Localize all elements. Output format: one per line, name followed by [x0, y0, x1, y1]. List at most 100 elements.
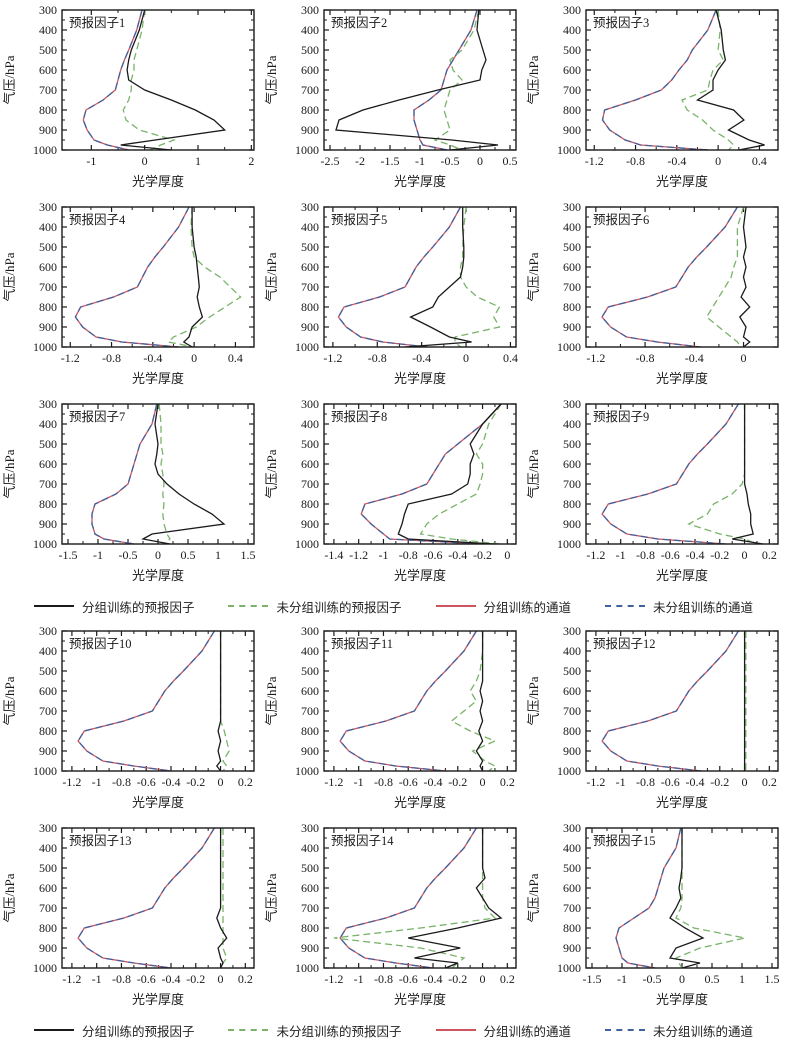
- subplot-cell-11: 300 400 500 600 700 800 900 1000 -1.2 -1 -0.8 -0.6-…: [262, 621, 524, 818]
- series-grouped_channel-line: [615, 827, 682, 969]
- series-ungrouped_predictor-line: [705, 206, 745, 348]
- y-tick-label: 300: [563, 624, 581, 638]
- x-tick-label: -1.2: [349, 548, 368, 562]
- y-tick-label: 800: [301, 497, 319, 511]
- y-tick-label: 900: [39, 517, 57, 531]
- subplot-chart-15: 300 400 500 600 700 800 900 1000-1.5 -1 -0.5 0 0.5 1…: [526, 821, 780, 1007]
- y-tick-label: 600: [563, 457, 581, 471]
- y-tick-label: 1000: [295, 537, 319, 551]
- subplot-cell-3: 300 400 500 600 700 800 900 1000 -1.2 -0.8 -0.4 0 0.…: [524, 0, 787, 197]
- legend-ungrouped_predictor-line-sample: [228, 1029, 269, 1031]
- y-tick-label: 500: [563, 437, 581, 451]
- x-axis-label: 光学厚度: [132, 568, 184, 583]
- axes-frame: [61, 827, 255, 969]
- x-tick-label: -1.2: [324, 972, 343, 986]
- legend-ungrouped_channel-line-sample: [605, 1029, 646, 1031]
- series-ungrouped_channel-line: [601, 403, 739, 545]
- y-tick-label: 300: [301, 821, 319, 835]
- legend-row-1: 分组训练的预报因子 未分组训练的预报因子 分组训练的通道 未分组训练的通道: [0, 591, 787, 621]
- y-tick-label: 600: [563, 260, 581, 274]
- x-tick-label: -0.2: [186, 972, 205, 986]
- x-tick-label: 0.4: [228, 351, 243, 365]
- series-ungrouped_predictor-line: [122, 9, 177, 151]
- x-axis-label: 光学厚度: [394, 174, 446, 189]
- y-tick-label: 300: [563, 821, 581, 835]
- series-ungrouped_channel-line: [339, 827, 477, 969]
- x-tick-label: -0.8: [636, 351, 655, 365]
- x-tick-label: 0: [218, 972, 224, 986]
- legend-grouped_channel-line-sample: [435, 1029, 476, 1031]
- series-ungrouped_channel-line: [74, 206, 190, 348]
- y-tick-label: 700: [39, 477, 57, 491]
- y-tick-label: 700: [39, 83, 57, 97]
- legend-grouped_channel-label: 分组训练的通道: [483, 1024, 572, 1039]
- subplot-chart-3: 300 400 500 600 700 800 900 1000 -1.2 -0.8 -0.4 0 0.…: [526, 3, 779, 189]
- x-tick-label: 0.2: [762, 548, 777, 562]
- x-tick-label: 0.2: [762, 775, 777, 789]
- y-tick-label: 300: [39, 3, 57, 17]
- y-tick-label: 500: [301, 664, 319, 678]
- y-tick-label: 600: [39, 684, 57, 698]
- subplot-title: 预报因子11: [331, 636, 393, 651]
- x-tick-label: 0: [741, 351, 747, 365]
- y-tick-label: 1000: [557, 340, 581, 354]
- x-tick-label: -1: [616, 548, 626, 562]
- y-tick-label: 300: [301, 624, 319, 638]
- y-tick-label: 700: [301, 901, 319, 915]
- subplot-cell-5: 300 400 500 600 700 800 900 1000 -1.2 -0.8 -0.4 0 0.…: [262, 197, 524, 394]
- subplot-cell-10: 300 400 500 600 700 800 900 1000 -1.2 -1 -0.8 -0.6-…: [0, 621, 262, 818]
- series-grouped_predictor-line: [216, 828, 228, 969]
- legend-item-grouped_predictor: 分组训练的预报因子: [33, 597, 194, 616]
- x-tick-label: -1.4: [324, 548, 343, 562]
- x-tick-label: -0.8: [102, 351, 121, 365]
- legend-ungrouped_predictor-label: 未分组训练的预报因子: [276, 600, 402, 615]
- series-grouped_predictor-line: [404, 207, 472, 348]
- y-tick-label: 700: [301, 477, 319, 491]
- y-tick-label: 900: [301, 123, 319, 137]
- y-axis-label: 气压/hPa: [264, 676, 279, 725]
- series-grouped_predictor-line: [182, 207, 204, 348]
- subplot-title: 预报因子5: [331, 212, 387, 227]
- y-tick-label: 1000: [33, 143, 57, 157]
- y-axis-label: 气压/hPa: [526, 55, 541, 104]
- y-tick-label: 900: [39, 123, 57, 137]
- series-ungrouped_predictor-line: [433, 9, 480, 151]
- x-tick-label: -0.8: [374, 972, 393, 986]
- y-tick-label: 500: [39, 437, 57, 451]
- subplot-grid-top: 300 400 500 600 700 800 900 1000 -1 0 1 2 预报因子1 气压/hP…: [2, 0, 787, 583]
- series-grouped_predictor-line: [738, 206, 751, 348]
- series-ungrouped_predictor-line: [675, 828, 746, 969]
- series-ungrouped_channel-line: [91, 403, 158, 545]
- subplot-title: 预报因子13: [69, 833, 132, 848]
- y-tick-label: 300: [39, 397, 57, 411]
- subplot-cell-15: 300 400 500 600 700 800 900 1000 -1.5 -1 -0.5 0 0.5 1…: [524, 818, 787, 1015]
- subplot-cell-12: 300 400 500 600 700 800 900 1000 -1.2 -1 -0.8 -0.6-…: [524, 621, 787, 818]
- y-tick-label: 500: [563, 861, 581, 875]
- series-grouped_channel-line: [601, 403, 739, 545]
- x-tick-label: -0.8: [636, 775, 655, 789]
- y-axis-label: 气压/hPa: [2, 55, 17, 104]
- y-tick-label: 400: [39, 417, 57, 431]
- legend-grouped_channel-line-sample: [435, 605, 476, 607]
- y-tick-label: 400: [39, 220, 57, 234]
- y-tick-label: 900: [563, 320, 581, 334]
- y-tick-label: 1000: [557, 537, 581, 551]
- x-axis-label: 光学厚度: [132, 992, 184, 1007]
- series-ungrouped_channel-line: [337, 206, 462, 348]
- series-ungrouped_predictor-line: [166, 206, 242, 348]
- series-grouped_channel-line: [339, 630, 477, 772]
- x-tick-label: 0: [191, 351, 197, 365]
- x-tick-label: -1.2: [62, 972, 81, 986]
- x-tick-label: 0: [504, 548, 510, 562]
- series-ungrouped_channel-line: [77, 630, 215, 772]
- y-tick-label: 300: [39, 200, 57, 214]
- series-ungrouped_predictor-line: [333, 828, 497, 969]
- x-tick-label: 0.5: [705, 972, 720, 986]
- y-tick-label: 700: [563, 83, 581, 97]
- series-grouped_predictor-line: [668, 828, 705, 969]
- y-tick-label: 600: [301, 457, 319, 471]
- y-tick-label: 500: [301, 437, 319, 451]
- x-tick-label: -0.2: [710, 548, 729, 562]
- series-ungrouped_predictor-line: [220, 828, 228, 969]
